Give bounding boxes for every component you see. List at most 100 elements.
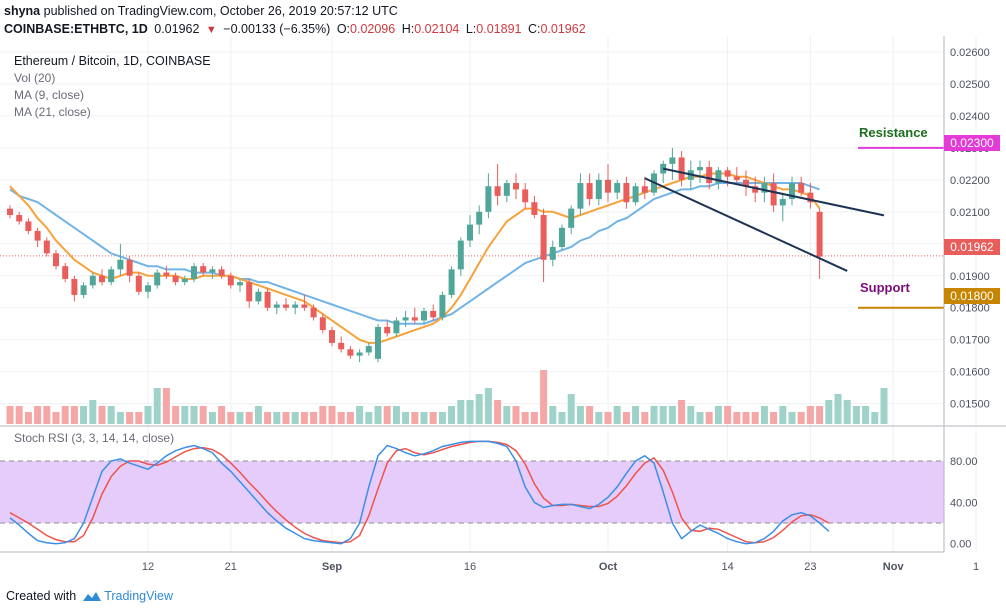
volume-bar	[300, 412, 308, 424]
volume-bar	[116, 412, 124, 424]
volume-bar	[770, 412, 778, 424]
volume-bar	[89, 400, 97, 424]
publish-text: published on TradingView.com, October 26…	[43, 4, 398, 18]
price-tick-label: 0.02600	[950, 47, 990, 59]
candle-body	[568, 208, 575, 228]
volume-bar	[310, 412, 318, 424]
candle-body	[752, 186, 759, 193]
volume-bar	[24, 412, 32, 424]
candlesticks[interactable]	[7, 147, 823, 363]
resistance-price-label: 0.02300	[950, 136, 994, 150]
candle-body	[218, 269, 225, 276]
volume-bar	[475, 394, 483, 424]
last-price-tag	[944, 239, 1000, 255]
volume-bar	[797, 412, 805, 424]
volume-bar	[696, 412, 704, 424]
volume-bar	[254, 406, 262, 424]
volume-bars	[6, 370, 888, 424]
candle-body	[559, 227, 565, 247]
volume-bar	[558, 412, 566, 424]
candle-body	[163, 272, 170, 276]
volume-bar	[576, 406, 584, 424]
volume-bar	[356, 406, 364, 424]
resistance-annotation: Resistance	[859, 125, 928, 140]
volume-bar	[6, 406, 14, 424]
rsi-tick-label: 0.00	[950, 539, 971, 551]
volume-bar	[650, 406, 658, 424]
candle-body	[632, 186, 639, 203]
candle-body	[531, 202, 538, 216]
candle-body	[34, 231, 41, 241]
volume-bar	[61, 406, 69, 424]
rsi-tick-label: 40.00	[950, 497, 978, 509]
volume-bar	[871, 412, 879, 424]
volume-bar	[227, 412, 235, 424]
volume-bar	[687, 406, 695, 424]
volume-bar	[153, 388, 161, 424]
volume-bar	[751, 412, 759, 424]
rsi-axis-labels: 80.00 40.00 0.00	[950, 456, 978, 551]
candle-body	[706, 167, 713, 184]
candle-body	[669, 157, 676, 164]
tradingview-brand: TradingView	[104, 589, 173, 603]
support-resistance-lines	[0, 146, 944, 309]
volume-bar	[512, 406, 520, 424]
price-tick-label: 0.02100	[950, 207, 990, 219]
tradingview-logo[interactable]: TradingView	[80, 589, 173, 603]
volume-bar	[595, 412, 603, 424]
rsi-overbought-oversold-band	[0, 461, 944, 524]
ma9-line	[9, 172, 821, 344]
candle-body	[310, 307, 317, 318]
volume-bar	[218, 406, 226, 424]
candle-body	[154, 272, 161, 286]
candle-body	[108, 269, 115, 283]
price-labels: 0.02300 0.01962 0.01800 Resistance Suppo…	[859, 125, 1000, 304]
volume-bar	[843, 400, 851, 424]
rsi-band	[0, 461, 944, 524]
volume-bar	[236, 412, 244, 424]
price-tick-label: 0.02200	[950, 175, 990, 187]
volume-bar	[172, 406, 180, 424]
time-tick-label: 12	[142, 561, 154, 573]
volume-bar	[392, 406, 400, 424]
volume-bar	[402, 412, 410, 424]
candle-body	[80, 285, 87, 295]
time-axis-labels: 12 21 Sep 16 Oct 14 23 Nov 1	[142, 561, 979, 573]
volume-bar	[632, 406, 640, 424]
volume-bar	[678, 400, 686, 424]
candle-body	[301, 304, 308, 308]
volume-bar	[144, 406, 152, 424]
legend-ma9[interactable]: MA (9, close)	[14, 88, 84, 102]
volume-bar	[126, 412, 134, 424]
candle-body	[71, 278, 78, 295]
candle-body	[402, 317, 409, 321]
chart-title: Ethereum / Bitcoin, 1D, COINBASE	[14, 54, 211, 68]
candle-body	[614, 183, 621, 193]
candle-body	[292, 304, 299, 308]
volume-bar	[52, 412, 60, 424]
legend-stoch-rsi[interactable]: Stoch RSI (3, 3, 14, 14, close)	[14, 431, 174, 445]
time-tick-label: Oct	[599, 561, 618, 573]
legend-vol[interactable]: Vol (20)	[14, 71, 55, 85]
close-label: C:	[527, 22, 541, 36]
candle-body	[126, 259, 133, 276]
candle-body	[540, 215, 547, 260]
trendlines[interactable]	[644, 167, 885, 272]
volume-bar	[80, 406, 88, 424]
support-annotation: Support	[860, 280, 910, 295]
legend-ma21[interactable]: MA (21, close)	[14, 105, 91, 119]
candle-body	[145, 285, 151, 292]
candle-body	[485, 186, 492, 212]
volume-bar	[162, 388, 170, 424]
volume-bar	[705, 412, 713, 424]
candle-body	[641, 186, 648, 193]
volume-bar	[834, 394, 842, 424]
volume-bar	[15, 406, 23, 424]
candle-body	[743, 179, 749, 187]
volume-bar	[742, 412, 750, 424]
ma21-line	[9, 182, 820, 325]
candle-body	[411, 317, 418, 321]
candle-body	[724, 170, 731, 177]
author-name[interactable]: shyna	[4, 4, 41, 18]
